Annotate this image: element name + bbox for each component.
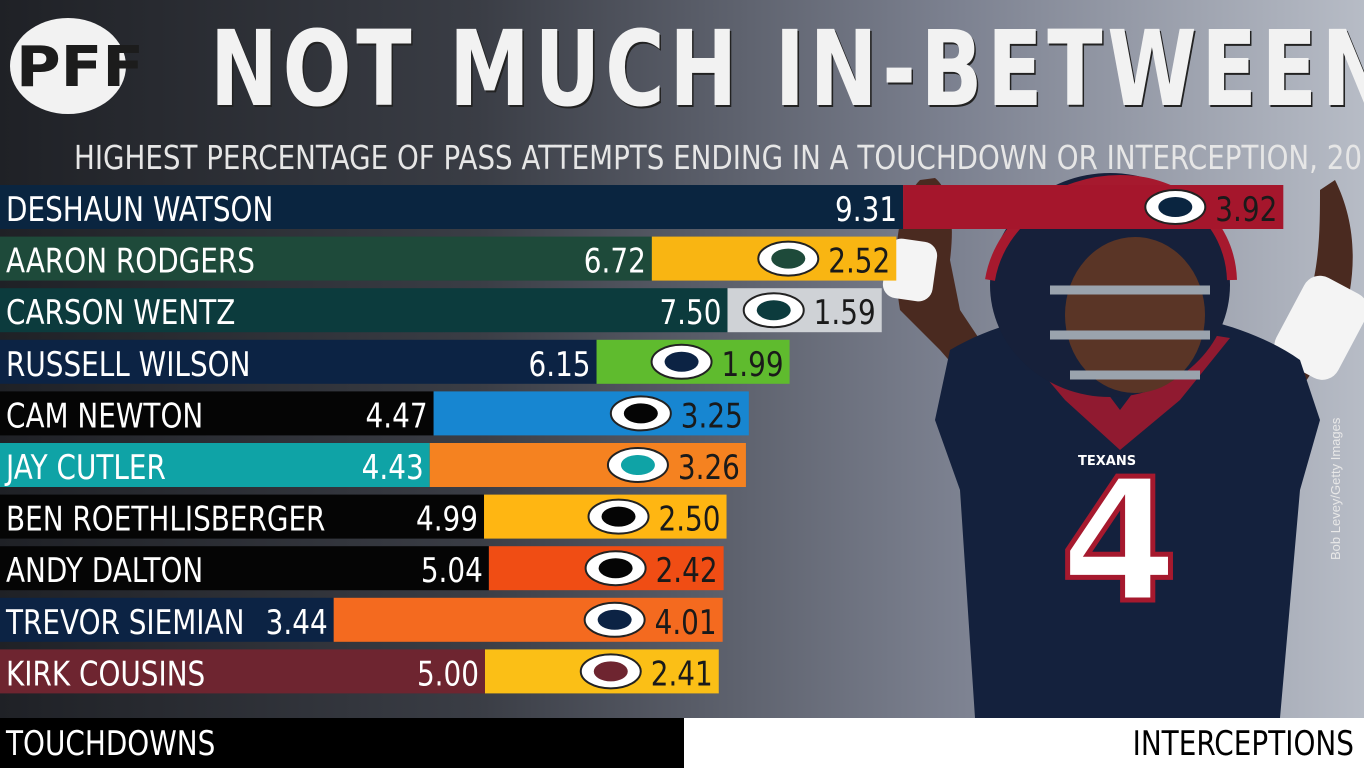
- player-name-label: DESHAUN WATSON: [6, 190, 273, 229]
- touchdown-value-label: 3.44: [266, 603, 328, 642]
- touchdown-value-label: 6.72: [584, 242, 646, 281]
- player-name-label: CAM NEWTON: [6, 397, 203, 436]
- player-name-label: ANDY DALTON: [6, 552, 203, 591]
- bar-row: KIRK COUSINS 5.00 2.41: [0, 649, 719, 694]
- touchdown-bar: [0, 597, 334, 642]
- touchdown-bar: [0, 546, 489, 591]
- team-logo-inner-icon: [664, 351, 699, 372]
- team-logo-inner-icon: [601, 506, 636, 527]
- team-logo-inner-icon: [623, 403, 658, 424]
- touchdown-bar: [0, 288, 728, 333]
- interception-value-label: 2.41: [651, 655, 713, 694]
- touchdown-value-label: 7.50: [659, 294, 721, 333]
- bar-row: RUSSELL WILSON 6.15 1.99: [0, 339, 790, 385]
- jersey-text: TEXANS: [1078, 454, 1136, 469]
- interception-value-label: 2.52: [828, 242, 890, 281]
- team-logo-inner-icon: [598, 558, 633, 579]
- player-name-label: BEN ROETHLISBERGER: [6, 500, 325, 539]
- bar-row: DESHAUN WATSON 9.31 3.92: [0, 185, 1284, 230]
- interception-value-label: 4.01: [655, 603, 717, 642]
- touchdown-bar: [0, 649, 485, 694]
- legend-touchdowns: TOUCHDOWNS: [0, 718, 684, 768]
- bar-row: CAM NEWTON 4.47 3.25: [0, 391, 749, 436]
- touchdown-bar: [0, 391, 434, 436]
- team-logo-inner-icon: [771, 248, 806, 269]
- interception-value-label: 2.50: [658, 500, 720, 539]
- pff-logo-text: PFF: [16, 35, 144, 100]
- bar-row: AARON RODGERS 6.72 2.52: [0, 236, 897, 281]
- player-name-label: TREVOR SIEMIAN: [5, 603, 244, 642]
- team-logo-inner-icon: [756, 300, 791, 321]
- interception-value-label: 2.42: [656, 552, 718, 591]
- interception-bar: [433, 391, 749, 436]
- team-logo-inner-icon: [593, 661, 628, 682]
- touchdown-value-label: 5.04: [421, 552, 483, 591]
- touchdown-value-label: 4.47: [366, 397, 428, 436]
- touchdown-bar: [0, 494, 485, 539]
- interception-value-label: 3.25: [681, 397, 743, 436]
- player-name-label: RUSSELL WILSON: [6, 345, 250, 384]
- touchdown-value-label: 4.43: [362, 448, 424, 487]
- player-photo: 4 TEXANS: [882, 173, 1364, 718]
- jersey-number: 4: [1060, 443, 1178, 641]
- football-shape-icon: [10, 18, 126, 114]
- touchdown-bar: [0, 339, 597, 384]
- bar-row: JAY CUTLER 4.43 3.26: [0, 443, 746, 488]
- touchdown-value-label: 5.00: [417, 655, 479, 694]
- player-name-label: AARON RODGERS: [6, 242, 255, 281]
- touchdown-bar: [0, 236, 652, 281]
- touchdown-value-label: 6.15: [528, 345, 590, 384]
- bar-row: TREVOR SIEMIAN 3.44 4.01: [0, 597, 723, 643]
- pff-logo: PFF: [10, 18, 144, 114]
- touchdown-bar: [0, 185, 904, 229]
- legend-interceptions-label: INTERCEPTIONS: [1132, 724, 1354, 764]
- interception-bar: [903, 185, 1284, 229]
- player-name-label: KIRK COUSINS: [6, 655, 205, 694]
- bar-row: ANDY DALTON 5.04 2.42: [0, 546, 724, 591]
- player-name-label: JAY CUTLER: [4, 448, 166, 487]
- team-logo-inner-icon: [620, 455, 655, 475]
- touchdown-value-label: 4.99: [416, 500, 478, 539]
- bar-row: BEN ROETHLISBERGER 4.99 2.50: [0, 494, 727, 539]
- interception-bar: [429, 443, 746, 487]
- player-name-label: CARSON WENTZ: [6, 294, 235, 333]
- interception-value-label: 3.92: [1215, 190, 1277, 229]
- touchdown-bar: [0, 443, 430, 487]
- bar-row: CARSON WENTZ 7.50 1.59: [0, 288, 882, 333]
- team-logo-inner-icon: [1158, 197, 1193, 217]
- interception-value-label: 1.59: [814, 294, 876, 333]
- touchdown-value-label: 9.31: [835, 190, 897, 229]
- legend-touchdowns-label: TOUCHDOWNS: [6, 724, 216, 764]
- interception-value-label: 1.99: [722, 345, 784, 384]
- legend-interceptions: INTERCEPTIONS: [684, 718, 1364, 768]
- interception-bar: [333, 597, 723, 642]
- team-logo-inner-icon: [597, 609, 632, 630]
- interception-value-label: 3.26: [678, 448, 740, 487]
